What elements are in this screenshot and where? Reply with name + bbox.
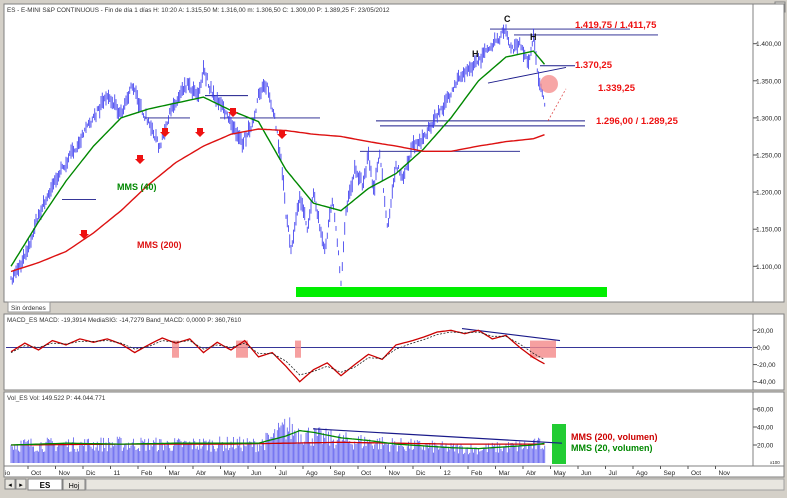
time-tick-label-first: io xyxy=(5,470,10,477)
signal-line xyxy=(10,331,545,376)
legend-vol-mms200: MMS (200, volumen) xyxy=(571,432,658,442)
time-tick-label: 12 xyxy=(444,470,452,477)
label-head: C xyxy=(504,14,511,24)
breakdown-highlight-circle xyxy=(540,75,558,93)
support-zone-bar xyxy=(296,287,607,297)
volume-tick-label: 40,00 xyxy=(757,425,774,432)
time-tick-label: 11 xyxy=(114,470,121,477)
volume-chart: 20,00 40,00 60,00 x100 MMS (200, volumen)MMS… xyxy=(10,407,780,465)
tab-hoj-label: Hoj xyxy=(69,483,80,490)
vol-mms20-line xyxy=(10,429,545,450)
price-tick-label: 1.150,00 xyxy=(756,227,782,234)
time-tick-label: Dic xyxy=(416,470,426,477)
time-tick-label: Mar xyxy=(499,470,511,477)
macd-tick-label: 20,00 xyxy=(757,328,774,335)
legend-mms200: MMS (200) xyxy=(137,240,182,250)
time-tick-label: Nov xyxy=(59,470,71,477)
down-arrow-icon xyxy=(160,128,170,137)
tab-es-label: ES xyxy=(40,481,51,490)
macd-highlight-zone xyxy=(295,340,301,358)
time-tick-label: Oct xyxy=(31,470,41,477)
time-tick-label: May xyxy=(554,470,567,477)
chevron-right-icon: ▸ xyxy=(19,482,23,489)
time-tick-label: Oct xyxy=(691,470,701,477)
time-tick-label: Jul xyxy=(279,470,288,477)
time-tick-label: May xyxy=(224,470,237,477)
down-arrow-icon xyxy=(135,155,145,164)
time-tick-label: Abr xyxy=(526,470,537,477)
time-tick-label: Mar xyxy=(169,470,181,477)
price-tick-label: 1.100,00 xyxy=(756,264,782,271)
mms40-line xyxy=(10,50,546,267)
volume-axis-panel xyxy=(752,391,785,467)
macd-panel xyxy=(3,313,754,391)
down-arrow-icon xyxy=(79,230,89,239)
price-tick-label: 1.350,00 xyxy=(756,78,782,85)
down-arrow-icon xyxy=(277,130,287,139)
tab-prev-button[interactable] xyxy=(4,478,16,490)
time-axis-labels: io Oct Nov Dic 11 Feb Mar Abr May Jun Jul Ago Sep Oct… xyxy=(5,466,731,477)
macd-panel-header: MACD_ES MACD: -19,3914 MediaSIG: -14,727… xyxy=(7,317,242,324)
volume-tick-label: 20,00 xyxy=(757,443,774,450)
tab-next-button[interactable] xyxy=(15,478,27,490)
volume-trendline xyxy=(312,428,563,444)
price-tick-label: 1.200,00 xyxy=(756,190,782,197)
down-arrow-icon xyxy=(195,128,205,137)
tab-hoj[interactable] xyxy=(62,478,86,491)
volume-panel-header: Vol_ES Vol: 149.522 P: 44.044.771 xyxy=(7,395,106,402)
price-chart: 1.100,00 1.150,00 1.200,00 1.250,00 1.300,00… xyxy=(10,14,782,297)
macd-highlight-zone xyxy=(530,340,556,358)
time-tick-label: Ago xyxy=(636,470,648,477)
price-tick-label: 1.300,00 xyxy=(756,115,782,122)
down-arrow-icon xyxy=(228,108,238,117)
label-left-shoulder: H xyxy=(472,49,479,59)
label-support: 1.296,00 / 1.289,25 xyxy=(596,116,679,127)
label-resistance: 1.419,75 / 1.411,75 xyxy=(575,20,657,31)
time-tick-label: Nov xyxy=(389,470,401,477)
time-tick-label: Dic xyxy=(86,470,96,477)
price-tick-label: 1.400,00 xyxy=(756,41,782,48)
time-tick-label: Ago xyxy=(306,470,318,477)
mms200-line xyxy=(10,128,545,273)
price-panel xyxy=(3,3,754,303)
time-tick-label: Sep xyxy=(664,470,676,477)
macd-axis-panel xyxy=(752,313,785,391)
label-right-shoulder: H xyxy=(530,32,537,42)
order-status-label: Sin órdenes xyxy=(11,305,46,312)
time-tick-label: Nov xyxy=(719,470,731,477)
time-tick-label: Feb xyxy=(141,470,153,477)
chevron-left-icon: ◂ xyxy=(8,482,12,489)
macd-tick-label: -40,00 xyxy=(757,379,776,386)
volume-highlight-zone xyxy=(552,424,566,464)
time-tick-label: Feb xyxy=(471,470,483,477)
tab-es[interactable] xyxy=(27,478,63,491)
price-panel-header: ES - E-MINI S&P CONTINUOUS - Fin de día … xyxy=(7,7,390,14)
neckline-trendline xyxy=(487,66,567,84)
volume-unit-label: x100 xyxy=(770,460,780,465)
time-tick-label: Jun xyxy=(581,470,592,477)
label-neckline: 1.370,25 xyxy=(575,60,613,71)
label-target: 1.339,25 xyxy=(598,83,636,94)
time-tick-label: Sep xyxy=(334,470,346,477)
macd-tick-label: -20,00 xyxy=(757,362,776,369)
price-axis-panel xyxy=(752,3,785,303)
macd-highlight-zone xyxy=(172,340,179,358)
time-tick-label: Jun xyxy=(251,470,262,477)
horizontal-scrollbar[interactable] xyxy=(85,478,785,491)
macd-tick-label: 0,00 xyxy=(757,345,770,352)
order-status-box[interactable] xyxy=(7,301,51,313)
legend-vol-mms20: MMS (20, volumen) xyxy=(571,443,653,453)
time-tick-label: Jul xyxy=(609,470,618,477)
time-tick-label: Abr xyxy=(196,470,207,477)
volume-tick-label: 60,00 xyxy=(757,407,774,414)
macd-chart: 20,00 0,00 -20,00 -40,00 xyxy=(6,328,776,386)
price-tick-label: 1.250,00 xyxy=(756,153,782,160)
time-axis xyxy=(3,465,785,478)
legend-mms40: MMS (40) xyxy=(117,182,157,192)
time-tick-label: Oct xyxy=(361,470,371,477)
